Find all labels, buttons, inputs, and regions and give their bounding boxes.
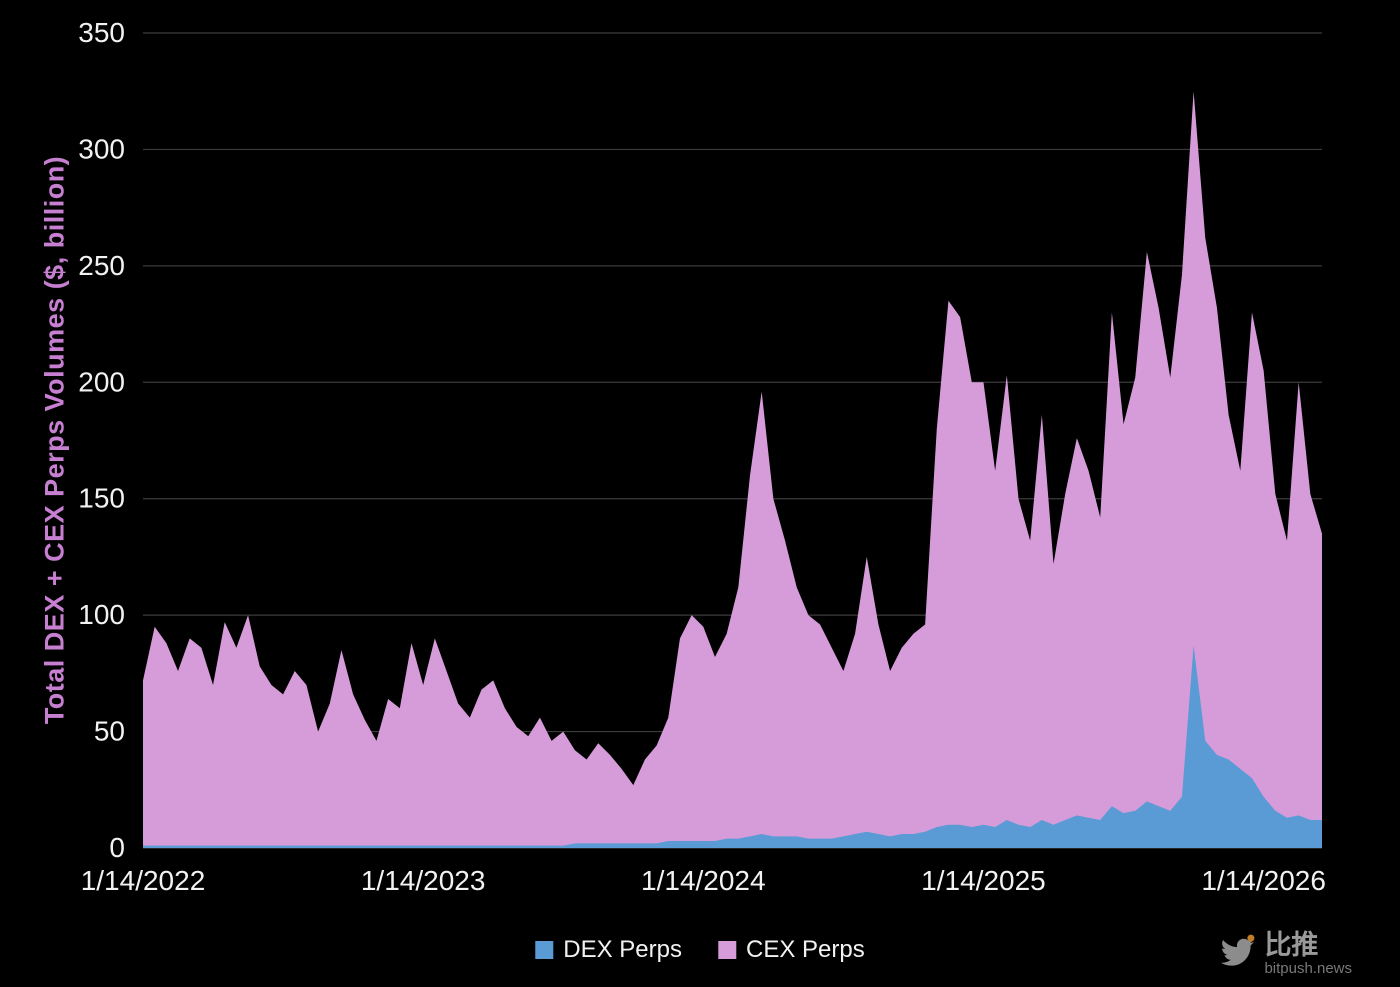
svg-text:100: 100	[78, 599, 125, 630]
twitter-bird-icon	[1221, 934, 1255, 966]
watermark-domain: bitpush.news	[1264, 960, 1352, 978]
svg-text:350: 350	[78, 17, 125, 48]
legend-item-cex: CEX Perps	[718, 936, 865, 964]
legend-label-dex: DEX Perps	[563, 936, 682, 963]
svg-text:150: 150	[78, 483, 125, 514]
legend: DEX Perps CEX Perps	[535, 936, 865, 964]
svg-text:0: 0	[109, 832, 125, 863]
legend-label-cex: CEX Perps	[746, 936, 865, 963]
legend-swatch-cex-icon	[718, 941, 736, 959]
svg-text:250: 250	[78, 250, 125, 281]
svg-text:50: 50	[94, 716, 125, 747]
svg-text:1/14/2023: 1/14/2023	[361, 865, 486, 896]
svg-text:1/14/2025: 1/14/2025	[921, 865, 1046, 896]
svg-text:300: 300	[78, 133, 125, 164]
legend-item-dex: DEX Perps	[535, 936, 682, 964]
y-axis-title: Total DEX + CEX Perps Volumes ($, billio…	[39, 155, 70, 725]
watermark-brand: 比推	[1264, 929, 1319, 960]
watermark: 比推 bitpush.news	[1218, 931, 1352, 977]
svg-text:1/14/2024: 1/14/2024	[641, 865, 766, 896]
svg-text:200: 200	[78, 366, 125, 397]
svg-text:1/14/2022: 1/14/2022	[81, 865, 206, 896]
legend-swatch-dex-icon	[535, 941, 554, 959]
svg-text:1/14/2026: 1/14/2026	[1201, 865, 1326, 896]
